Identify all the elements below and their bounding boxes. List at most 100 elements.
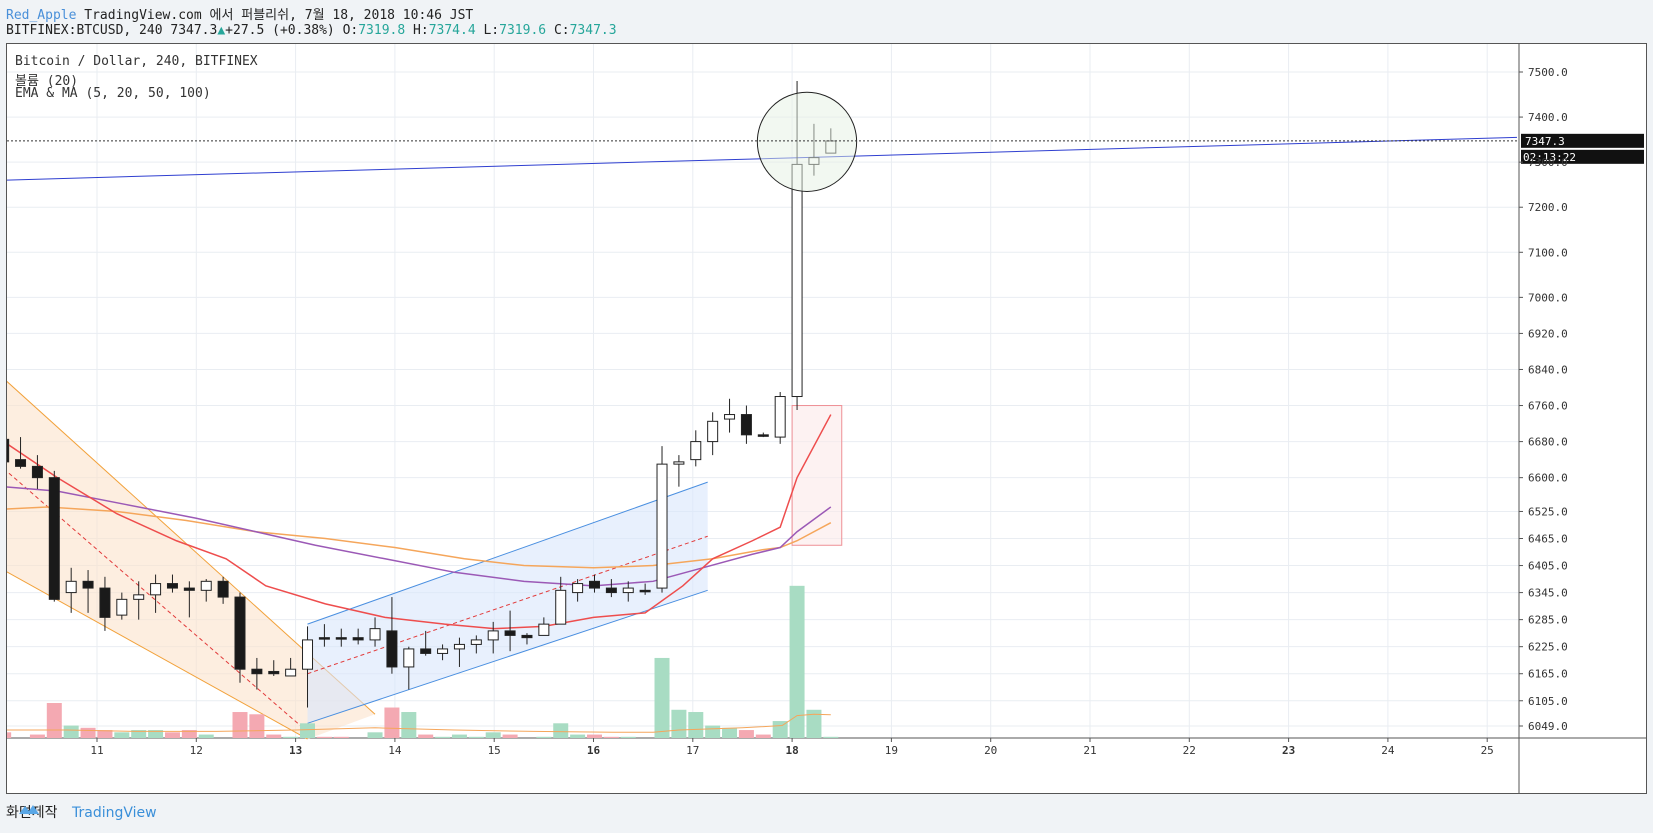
candle [31, 455, 43, 489]
volume-bar [29, 734, 45, 738]
footer: 화면제작 TradingView [6, 802, 157, 822]
candle-body [369, 628, 381, 641]
candle [504, 610, 516, 652]
candle-body [302, 639, 314, 670]
candle-body [200, 580, 212, 591]
candle-body [656, 463, 668, 589]
countdown-tag [1521, 149, 1644, 164]
candle [538, 617, 550, 636]
volume-bar [63, 725, 79, 738]
date-tick-label: 21 [1083, 744, 1096, 757]
candle-body [572, 583, 584, 594]
high-value: 7374.4 [428, 23, 476, 38]
volume-bar [570, 734, 586, 738]
candle-body [166, 583, 178, 589]
volume-bar [46, 703, 62, 738]
candle-body [690, 441, 702, 461]
volume-ma-line [7, 713, 831, 733]
candle [133, 581, 145, 620]
date-tick-label: 24 [1381, 744, 1395, 757]
date-tick-label: 17 [686, 744, 699, 757]
price-tick-label: 6105.0 [1528, 695, 1568, 708]
volume-bar [232, 712, 248, 738]
low-label: L: [483, 23, 500, 38]
last-price-tag [1521, 133, 1644, 148]
candle [521, 633, 533, 645]
candle-body [487, 630, 499, 641]
volume-bar [249, 714, 265, 738]
legend-ema: EMA & MA (5, 20, 50, 100) [15, 86, 211, 101]
footer-brand[interactable]: TradingView [71, 805, 157, 821]
volume-bar [367, 732, 383, 738]
ma-purple-line [7, 486, 832, 587]
price-tick-label: 6525.0 [1528, 505, 1568, 518]
last-price-tag-label: 7347.3 [1525, 135, 1565, 148]
volume-bar [181, 730, 197, 738]
candle-body [285, 668, 297, 677]
candle [268, 660, 280, 676]
candle [82, 570, 94, 613]
price-tick-label: 6760.0 [1528, 400, 1568, 413]
legend-title: Bitcoin / Dollar, 240, BITFINEX [15, 54, 258, 69]
date-tick-label: 25 [1481, 744, 1494, 757]
symbol-text: BITFINEX:BTCUSD, 240 [6, 23, 163, 38]
candle [234, 592, 246, 683]
volume-bar [7, 732, 12, 738]
chart-area[interactable]: 7500.0 7400.0 7347.3 02:13:22 7300.0 7200.0 71… [6, 43, 1647, 794]
candle [420, 630, 432, 656]
candle [386, 597, 398, 674]
date-tick-label: 22 [1183, 744, 1196, 757]
date-tick-label: 19 [885, 744, 898, 757]
volume-bar [283, 736, 299, 738]
candle [116, 592, 128, 620]
volume-bar [131, 730, 147, 738]
candle [673, 455, 685, 487]
date-axis: 11 12 13 14 15 16 17 18 19 20 21 22 23 24 25 [90, 738, 1494, 757]
price-tick-label: 6345.0 [1528, 587, 1568, 600]
candle-body [386, 630, 398, 668]
candle [690, 430, 702, 467]
candle [48, 470, 60, 602]
volume-bar [164, 732, 180, 738]
candle-body [605, 587, 617, 594]
candle-body [251, 668, 263, 675]
candle [437, 644, 449, 661]
volume-bar [620, 736, 636, 738]
ascending-channel-mid [307, 535, 708, 675]
candle [622, 581, 634, 602]
volume-bar [772, 721, 788, 738]
volume-bar [806, 709, 822, 738]
ma-orange-line [7, 506, 832, 569]
candle [453, 637, 465, 667]
price-tick-label: 6600.0 [1528, 472, 1568, 485]
volume-bar [586, 734, 602, 738]
volume-bar [97, 730, 113, 738]
volume-bar [148, 730, 164, 738]
candle [403, 646, 415, 690]
candle [318, 624, 330, 647]
volume-bar [198, 734, 214, 738]
price-tick-label: 7400.0 [1528, 111, 1568, 124]
close-label: C: [553, 23, 570, 38]
candle-body [31, 465, 43, 479]
volume-bars [7, 585, 839, 738]
price-tick-label: 7000.0 [1528, 291, 1568, 304]
candle-body [133, 594, 145, 600]
candle-body [183, 587, 195, 591]
candle-body [217, 580, 229, 598]
volume-bar [80, 727, 96, 738]
price-tick-label: 6225.0 [1528, 641, 1568, 654]
candle [150, 574, 162, 613]
volume-bar [502, 734, 518, 738]
open-label: O: [342, 23, 359, 38]
change-text: +27.5 (+0.38%) [225, 23, 335, 38]
candle-body [116, 598, 128, 616]
high-label: H: [413, 23, 429, 38]
author-link[interactable]: Red_Apple [6, 8, 77, 23]
candle-body [99, 587, 111, 618]
published-text: TradingView.com 에서 퍼블리쉬, 7월 18, 2018 10:… [84, 8, 474, 23]
candle-body [470, 639, 482, 645]
volume-bar [553, 723, 569, 738]
